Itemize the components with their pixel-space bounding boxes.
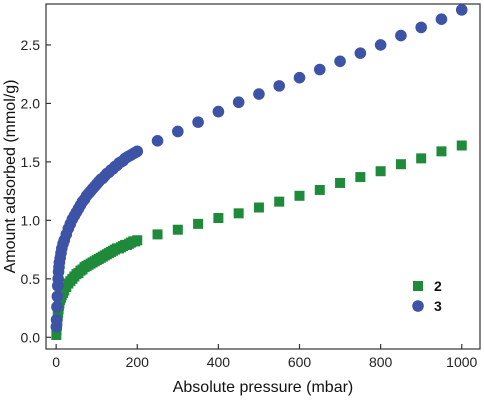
data-point xyxy=(354,47,367,59)
data-point xyxy=(274,196,285,207)
data-point xyxy=(395,159,406,170)
data-point xyxy=(374,39,387,51)
data-point xyxy=(273,80,286,92)
data-point xyxy=(131,145,144,158)
data-point xyxy=(435,13,448,26)
y-tick-label: 2.5 xyxy=(21,37,41,53)
data-point xyxy=(172,125,184,138)
data-point xyxy=(232,96,245,109)
data-point xyxy=(395,29,407,42)
data-point xyxy=(193,218,204,229)
data-point xyxy=(172,224,183,235)
data-point xyxy=(456,140,467,151)
legend-item-2: 2 xyxy=(413,278,442,294)
data-point xyxy=(213,213,224,224)
data-point xyxy=(192,116,204,128)
data-marks xyxy=(50,4,468,340)
data-point xyxy=(313,63,326,76)
data-point xyxy=(416,153,427,164)
legend-label: 3 xyxy=(434,298,442,314)
plot-frame xyxy=(45,3,481,350)
data-point xyxy=(415,21,427,34)
data-point xyxy=(335,177,346,188)
x-tick-label: 800 xyxy=(369,354,393,370)
y-tick-label: 0.0 xyxy=(21,329,41,345)
data-point xyxy=(132,235,143,246)
legend: 23 xyxy=(412,278,442,314)
data-point xyxy=(355,172,366,183)
data-point xyxy=(152,229,163,240)
legend-marker xyxy=(413,281,423,291)
data-point xyxy=(51,301,63,313)
data-point xyxy=(151,135,164,147)
data-point xyxy=(50,313,63,326)
legend-marker xyxy=(412,300,424,312)
x-tick-label: 0 xyxy=(52,354,60,370)
legend-item-3: 3 xyxy=(412,298,442,314)
x-tick-label: 200 xyxy=(126,354,150,370)
data-point xyxy=(334,55,346,68)
data-point xyxy=(455,4,468,16)
data-point xyxy=(212,105,225,118)
y-axis-title: Amount adsorbed (mmol/g) xyxy=(2,80,19,274)
data-point xyxy=(294,190,305,201)
x-axis-title: Absolute pressure (mbar) xyxy=(173,379,354,396)
data-point xyxy=(314,184,325,195)
data-point xyxy=(253,88,265,100)
data-point xyxy=(293,71,306,84)
x-tick-label: 1000 xyxy=(446,354,477,370)
data-point xyxy=(233,208,244,219)
y-tick-label: 1.0 xyxy=(21,212,41,228)
data-point xyxy=(51,290,64,303)
data-point xyxy=(436,146,447,157)
legend-label: 2 xyxy=(434,278,442,294)
y-tick-label: 2.0 xyxy=(21,95,41,111)
y-tick-label: 1.5 xyxy=(21,154,41,170)
series-3 xyxy=(50,4,468,333)
x-tick-label: 400 xyxy=(207,354,231,370)
axis-ticks: 0 200 400 600 800 1000 0.0 0.5 1.0 1.5 2.0 2.5 xyxy=(21,37,478,370)
y-tick-label: 0.5 xyxy=(21,271,41,287)
data-point xyxy=(375,166,386,177)
x-tick-label: 600 xyxy=(288,354,312,370)
data-point xyxy=(253,202,264,213)
